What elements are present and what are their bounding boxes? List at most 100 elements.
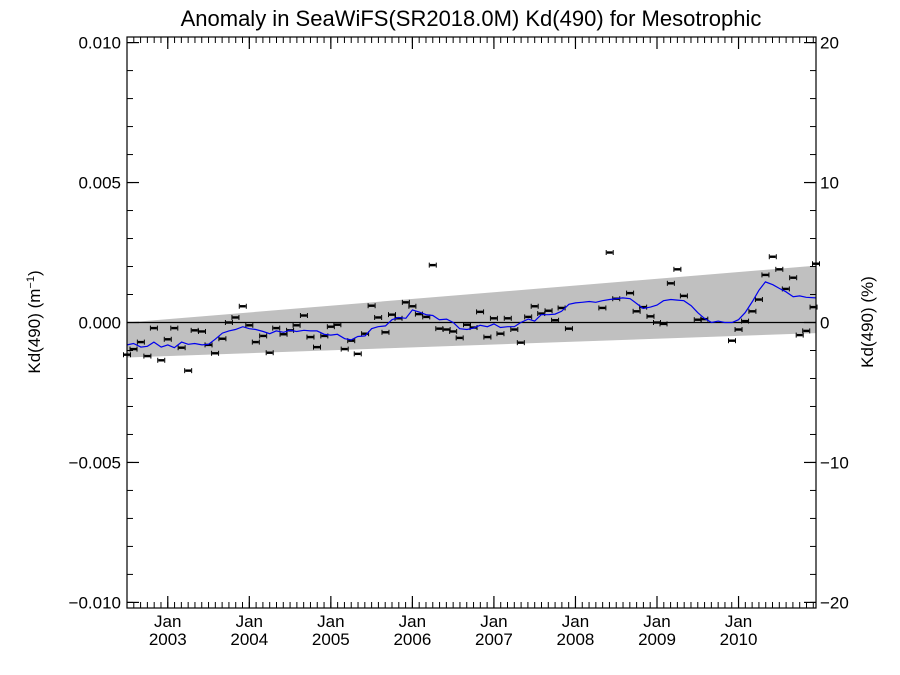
data-point-marker (348, 339, 355, 342)
data-point (184, 368, 193, 374)
data-point-marker (191, 329, 198, 332)
data-point-marker (137, 340, 144, 344)
data-point (306, 334, 315, 340)
y-axis-left: 0.010 0.005 0.000 −0.005 −0.010 (69, 34, 139, 612)
data-point (659, 321, 668, 327)
data-point (367, 303, 376, 309)
data-point-marker (327, 325, 334, 328)
x-tick-year-label: 2004 (230, 630, 268, 649)
x-tick-month-label: Jan (317, 612, 344, 631)
data-point (551, 317, 560, 323)
data-point-marker (280, 333, 287, 336)
data-point (754, 297, 763, 303)
data-point-marker (545, 309, 552, 312)
data-point-marker (490, 317, 497, 320)
data-point-marker (334, 323, 341, 326)
y-right-tick-label: 0 (820, 314, 829, 333)
data-point (748, 308, 757, 314)
data-point-marker (674, 268, 681, 271)
data-point (292, 322, 301, 328)
data-point (503, 315, 512, 321)
data-point (516, 340, 525, 346)
data-point (728, 338, 737, 344)
x-tick-year-label: 2010 (720, 630, 758, 649)
data-point (265, 350, 274, 356)
data-point-marker (782, 287, 789, 291)
confidence-band (127, 265, 816, 358)
x-tick-year-label: 2005 (312, 630, 350, 649)
data-point (741, 318, 750, 324)
data-point-marker (769, 255, 776, 258)
data-point (408, 303, 417, 309)
data-point-marker (266, 351, 273, 354)
data-point-marker (130, 347, 137, 351)
data-point-marker (382, 331, 389, 334)
data-point-marker (368, 304, 375, 307)
x-tick-month-label: Jan (643, 612, 670, 631)
data-point-marker (552, 319, 559, 322)
data-point-marker (680, 294, 687, 298)
data-point-marker (273, 326, 280, 330)
data-point (224, 320, 233, 325)
data-point-marker (810, 305, 817, 309)
y-left-tick-label: −0.010 (69, 593, 121, 612)
data-point (157, 357, 166, 363)
data-point-marker (517, 341, 524, 344)
y-axis-left-label-superscript: −1 (25, 276, 37, 289)
data-point-marker (443, 328, 450, 331)
y-left-tick-label: 0.010 (78, 34, 121, 53)
data-point (679, 293, 688, 299)
x-tick-month-label: Jan (480, 612, 507, 631)
data-point-marker (409, 305, 416, 308)
data-point-marker (565, 327, 572, 330)
y-left-tick-label: −0.005 (69, 453, 121, 472)
data-point-marker (423, 315, 430, 319)
data-point (149, 325, 158, 331)
data-point (476, 309, 485, 315)
plot-area (123, 36, 820, 609)
data-point (544, 308, 553, 314)
data-point-marker (164, 338, 171, 341)
data-point-marker (701, 317, 708, 321)
data-point (143, 353, 152, 359)
y-left-tick-label: 0.005 (78, 174, 121, 193)
y-right-tick-label: 10 (820, 174, 839, 193)
y-right-tick-label: −20 (820, 593, 849, 612)
data-point (775, 266, 784, 272)
y-axis-right: 20 10 0 −10 −20 (804, 34, 849, 612)
data-point-marker (531, 305, 538, 308)
x-tick-year-label: 2003 (149, 630, 187, 649)
data-point (381, 329, 390, 335)
data-point (483, 334, 492, 340)
data-point-marker (755, 298, 762, 301)
data-point-marker (321, 334, 328, 338)
data-point-marker (796, 333, 803, 337)
data-point (524, 314, 533, 320)
data-point (802, 328, 811, 334)
data-point (530, 303, 539, 309)
data-point (259, 333, 268, 339)
data-point-marker (313, 345, 320, 349)
data-point-marker (694, 318, 701, 321)
data-point-marker (375, 316, 382, 319)
data-point (251, 339, 260, 345)
data-point-marker (436, 327, 443, 330)
data-point-marker (803, 329, 810, 333)
data-point (673, 266, 682, 272)
data-point (734, 326, 743, 332)
data-point-marker (171, 326, 178, 330)
y-axis-left-label-close: ) (25, 270, 44, 276)
y-axis-left-label-main: Kd(490) (m (25, 289, 44, 374)
data-point-marker (239, 305, 246, 308)
data-point-marker (150, 326, 157, 330)
data-point (768, 254, 777, 260)
chart-title: Anomaly in SeaWiFS(SR2018.0M) Kd(490) fo… (181, 6, 762, 31)
x-tick-year-label: 2006 (393, 630, 431, 649)
data-point-marker (185, 369, 192, 372)
data-point (198, 328, 207, 334)
data-point (632, 308, 641, 314)
data-point (428, 262, 437, 268)
data-point-marker (464, 323, 471, 326)
data-point (626, 290, 635, 296)
data-point (761, 272, 770, 278)
